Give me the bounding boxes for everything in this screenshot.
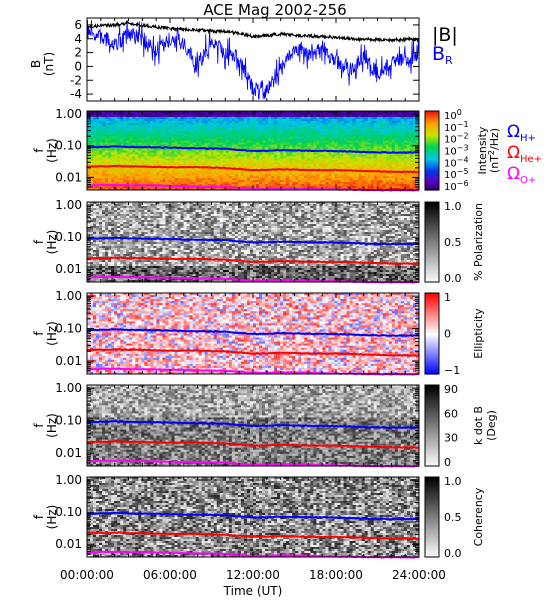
legend-b-r: BR xyxy=(432,43,453,67)
colorbar-unit: (nT2/Hz) xyxy=(487,128,501,173)
colorbar-tick-label: 10−6 xyxy=(444,179,469,193)
x-tick-label: 12:00:00 xyxy=(226,568,280,582)
legend-omega-h-plus: ΩH+ xyxy=(507,122,536,144)
y-tick-label: 6 xyxy=(74,18,82,32)
x-tick-label: 24:00:00 xyxy=(392,568,446,582)
y-tick-label: -2 xyxy=(70,73,82,87)
polarization-spectrogram: 1.000.100.01f (Hz) xyxy=(32,198,419,282)
y-tick-label: 2 xyxy=(74,46,82,60)
y-axis-label: B xyxy=(29,60,43,68)
y-tick-label: -4 xyxy=(70,87,82,101)
y-axis-unit: (Hz) xyxy=(45,138,59,163)
y-tick-label: 0 xyxy=(74,59,82,73)
y-tick-label: 0.10 xyxy=(55,139,82,153)
y-tick-label: 0.01 xyxy=(55,170,82,184)
series-b-r-line xyxy=(87,20,419,99)
y-axis-label: f xyxy=(32,148,46,153)
intensity-colorbar: 10010−110−210−310−410−510−6Intensity (nT2… xyxy=(425,108,542,193)
intensity-spectrogram: 1.00 0.10 0.01 f (Hz) xyxy=(32,107,419,191)
y-axis-unit: (nT) xyxy=(42,52,56,76)
legend-omega-o-plus: ΩO+ xyxy=(507,164,536,186)
legend-omega-he-plus: ΩHe+ xyxy=(507,143,542,165)
x-tick-label: 18:00:00 xyxy=(309,568,363,582)
y-tick-label: 1.00 xyxy=(55,107,82,121)
y-tick-label: 4 xyxy=(74,32,82,46)
x-tick-label: 00:00:00 xyxy=(60,568,114,582)
x-axis-title: Time (UT) xyxy=(223,584,283,598)
x-tick-label: 06:00:00 xyxy=(143,568,197,582)
